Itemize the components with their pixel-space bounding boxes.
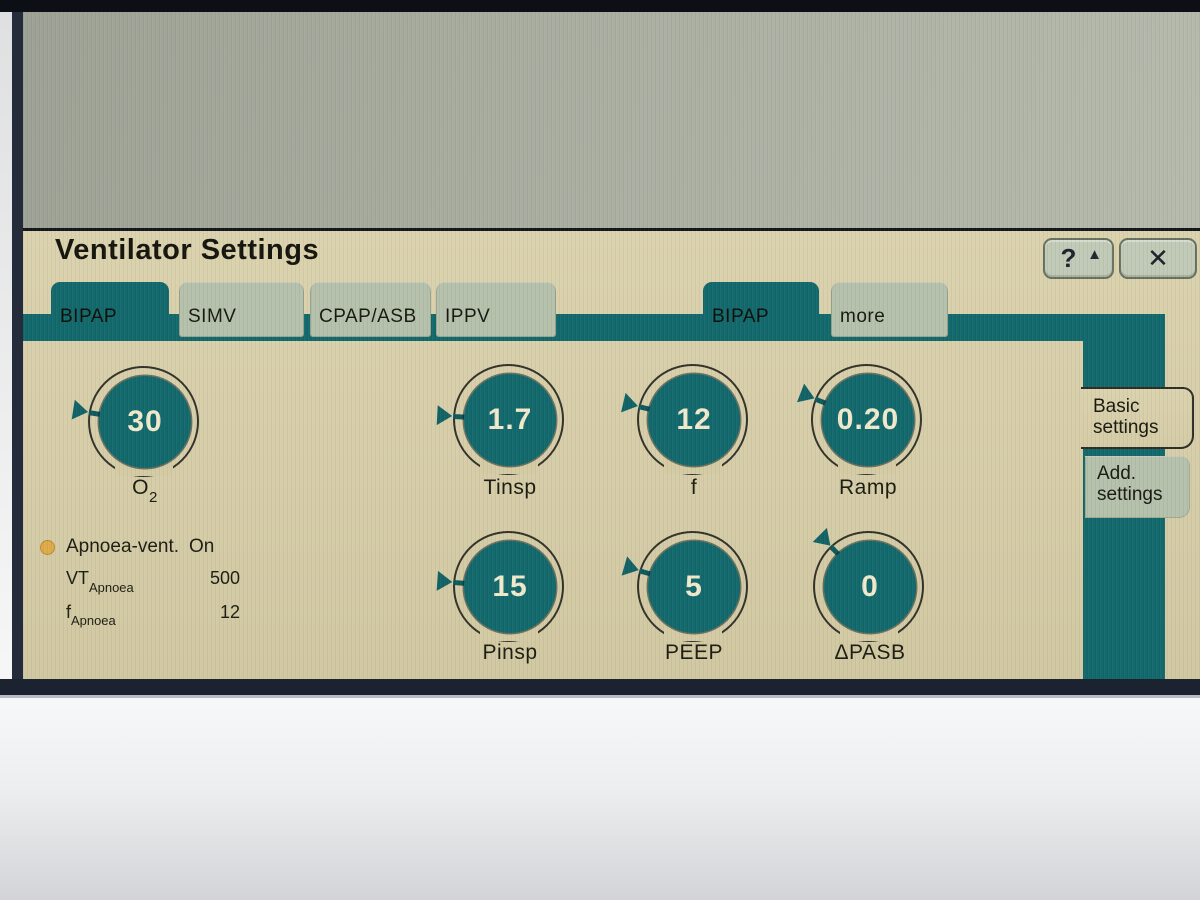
knob-value[interactable]: 30 <box>99 376 191 468</box>
apnoea-f-value: 12 <box>219 601 240 622</box>
tab-label: more <box>840 306 886 327</box>
side-tab-label: Basic settings <box>1093 396 1159 438</box>
tab-label: SIMV <box>188 306 237 327</box>
pointer-triangle-icon <box>436 570 453 592</box>
mode-tab-simv[interactable]: SIMV <box>179 282 304 337</box>
knob-label-tinsp: Tinsp <box>483 476 537 499</box>
knob-ramp[interactable]: 0.20 <box>796 361 928 481</box>
knob-f[interactable]: 12 <box>621 361 754 481</box>
apnoea-status-dot-icon <box>40 539 55 555</box>
knob-label-f: f <box>690 476 698 499</box>
side-tab-label: Add. settings <box>1097 463 1163 505</box>
dialog-title: Ventilator Settings <box>55 234 320 266</box>
apnoea-row-f: fApnoea 12 <box>66 601 240 629</box>
knob-label-o2: O2 <box>132 476 158 507</box>
knob-o2[interactable]: 30 <box>71 363 205 483</box>
screen-left-bezel <box>12 12 23 679</box>
apnoea-status-value: On <box>189 536 215 557</box>
pointer-triangle-icon <box>71 399 90 422</box>
close-icon: ✕ <box>1147 243 1169 273</box>
knob-label-ramp: Ramp <box>838 476 898 499</box>
mode-tab-more[interactable]: more <box>831 282 948 337</box>
apnoea-row-vt: VTApnoea 500 <box>66 568 240 595</box>
tab-label: CPAP/ASB <box>319 306 417 327</box>
knob-value[interactable]: 0 <box>824 541 916 633</box>
knob-tinsp[interactable]: 1.7 <box>436 361 570 481</box>
help-button[interactable]: ? ▲ <box>1043 238 1114 279</box>
knob-value[interactable]: 5 <box>648 541 740 633</box>
apnoea-status-label: Apnoea-vent. <box>66 536 180 557</box>
device-housing-front <box>0 698 1200 900</box>
screen-bottom-bezel <box>0 679 1200 695</box>
screen-blank-area <box>23 12 1200 228</box>
mode-tab-bipap[interactable]: BIPAP <box>51 282 169 341</box>
mode-tab-cpap-asb[interactable]: CPAP/ASB <box>310 282 431 337</box>
question-mark-icon: ? <box>1060 243 1077 273</box>
device-top-bezel <box>0 0 1200 12</box>
mode-tab-bipap-secondary[interactable]: BIPAP <box>703 282 819 341</box>
knob-label-pinsp: Pinsp <box>482 641 538 664</box>
knob-pinsp[interactable]: 15 <box>436 528 570 648</box>
apnoea-vt-value: 500 <box>209 568 240 588</box>
knob-value[interactable]: 0.20 <box>822 374 914 466</box>
mode-tab-ippv[interactable]: IPPV <box>436 282 556 337</box>
tab-label: BIPAP <box>712 306 770 327</box>
tab-label: BIPAP <box>60 306 118 327</box>
knob-peep[interactable]: 5 <box>621 528 754 648</box>
knob-delta-pasb[interactable]: 0 <box>810 527 930 648</box>
pointer-triangle-icon <box>621 392 641 416</box>
knob-label-peep: PEEP <box>664 641 724 664</box>
knob-value[interactable]: 12 <box>648 374 740 466</box>
close-button[interactable]: ✕ <box>1119 238 1197 279</box>
tab-label: IPPV <box>445 306 491 327</box>
pointer-triangle-icon <box>436 405 453 426</box>
side-tab-basic-settings[interactable]: Basic settings <box>1081 387 1194 449</box>
knob-value[interactable]: 1.7 <box>464 374 556 466</box>
dialog-top-border <box>23 228 1200 231</box>
bezel-highlight <box>0 695 1200 698</box>
knob-value[interactable]: 15 <box>464 541 556 633</box>
caret-up-icon: ▲ <box>1087 246 1102 263</box>
apnoea-vent-status-block: Apnoea-vent. On VTApnoea 500 fApnoea 12 <box>40 536 240 629</box>
knob-label-delta-pasb: ΔPASB <box>834 641 906 664</box>
side-tab-add-settings[interactable]: Add. settings <box>1085 456 1190 518</box>
ventilator-display: Ventilator Settings ? ▲ ✕ BIPAP SIMV CPA… <box>23 12 1200 679</box>
device-housing-edge <box>0 12 12 700</box>
